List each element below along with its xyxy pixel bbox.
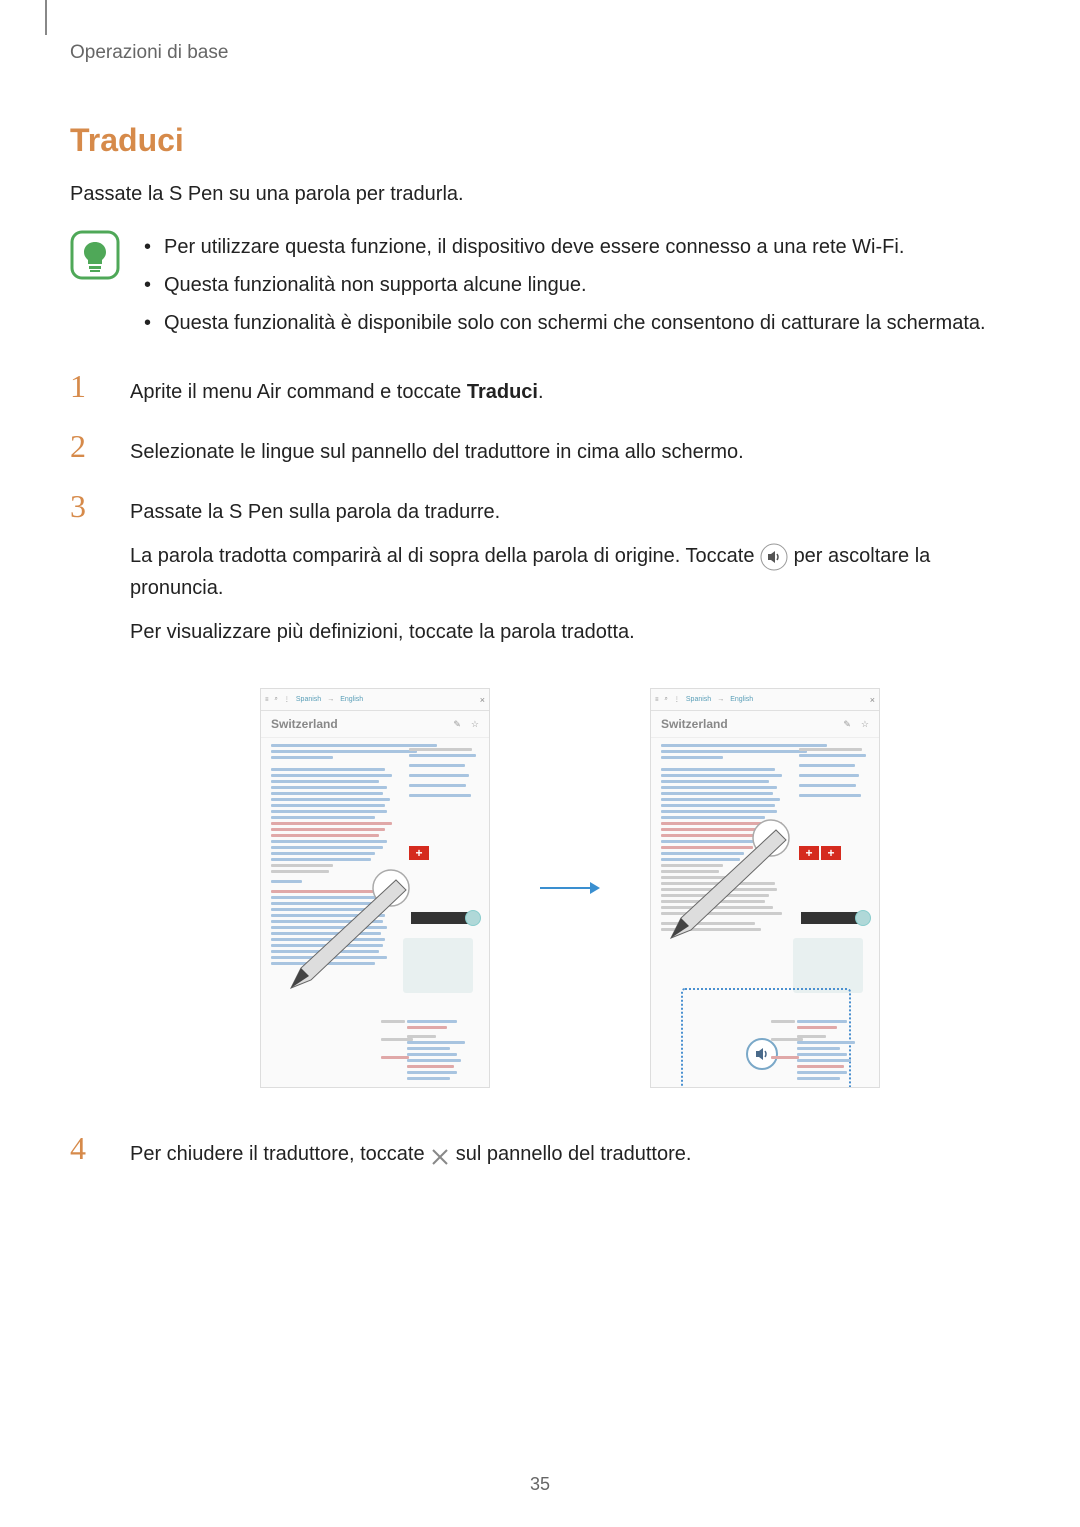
note-item: Questa funzionalità non supporta alcune … — [144, 268, 1010, 302]
swiss-flag-icon — [409, 846, 429, 860]
star-icon: ☆ — [861, 719, 869, 730]
target-lang: English — [730, 696, 753, 703]
hamburger-icon: ≡ — [655, 697, 659, 703]
breadcrumb: Operazioni di base — [70, 42, 1010, 64]
section-title: Traduci — [70, 122, 1010, 159]
screenshots-row: ≡ ⌕ ⋮ Spanish → English × Switzerland ✎ … — [130, 688, 1010, 1088]
note-box: Per utilizzare questa funzione, il dispo… — [70, 230, 1010, 344]
close-icon: × — [480, 695, 485, 705]
step-sub-text: La parola tradotta comparirà al di sopra… — [130, 540, 1010, 604]
search-icon: ⌕ — [275, 696, 278, 703]
edit-icon: ✎ — [843, 719, 851, 730]
search-icon: ⌕ — [665, 696, 668, 703]
article-title: Switzerland — [271, 717, 338, 731]
translator-topbar: ≡ ⌕ ⋮ Spanish → English × — [651, 689, 879, 711]
source-lang: Spanish — [686, 696, 711, 703]
screenshot-before: ≡ ⌕ ⋮ Spanish → English × Switzerland ✎ … — [260, 688, 490, 1088]
target-lang: English — [340, 696, 363, 703]
step-3: 3 Passate la S Pen sulla parola da tradu… — [70, 496, 1010, 1088]
close-icon: × — [870, 695, 875, 705]
star-icon: ☆ — [471, 719, 479, 730]
step-text: Aprite il menu Air command e toccate Tra… — [130, 376, 1010, 408]
step-number: 1 — [70, 368, 86, 405]
swiss-flag-icon — [799, 846, 819, 860]
step-1: 1 Aprite il menu Air command e toccate T… — [70, 376, 1010, 408]
step-sub-text: Per visualizzare più definizioni, toccat… — [130, 616, 1010, 648]
speaker-icon — [760, 543, 788, 571]
arrow-icon: → — [717, 696, 724, 703]
swiss-coat-icon — [821, 846, 841, 860]
note-item: Questa funzionalità è disponibile solo c… — [144, 306, 1010, 340]
page-number: 35 — [530, 1474, 550, 1495]
arrow-icon: → — [327, 696, 334, 703]
step-text: Per chiudere il traduttore, toccate sul … — [130, 1138, 1010, 1170]
edit-icon: ✎ — [453, 719, 461, 730]
note-item: Per utilizzare questa funzione, il dispo… — [144, 230, 1010, 264]
translator-topbar: ≡ ⌕ ⋮ Spanish → English × — [261, 689, 489, 711]
step-text: Selezionate le lingue sul pannello del t… — [130, 436, 1010, 468]
article-title: Switzerland — [661, 717, 728, 731]
intro-text: Passate la S Pen su una parola per tradu… — [70, 183, 1010, 206]
close-x-icon — [430, 1145, 450, 1165]
screenshot-after: ≡ ⌕ ⋮ Spanish → English × Switzerland ✎ … — [650, 688, 880, 1088]
note-list: Per utilizzare questa funzione, il dispo… — [144, 230, 1010, 344]
step-4: 4 Per chiudere il traduttore, toccate su… — [70, 1138, 1010, 1170]
step-number: 4 — [70, 1130, 86, 1167]
steps-list: 1 Aprite il menu Air command e toccate T… — [70, 376, 1010, 1170]
step-text: Passate la S Pen sulla parola da tradurr… — [130, 496, 1010, 528]
source-lang: Spanish — [296, 696, 321, 703]
note-icon — [70, 230, 120, 280]
hamburger-icon: ≡ — [265, 697, 269, 703]
step-2: 2 Selezionate le lingue sul pannello del… — [70, 436, 1010, 468]
step-number: 3 — [70, 488, 86, 525]
step-number: 2 — [70, 428, 86, 465]
arrow-right-icon — [540, 878, 600, 898]
